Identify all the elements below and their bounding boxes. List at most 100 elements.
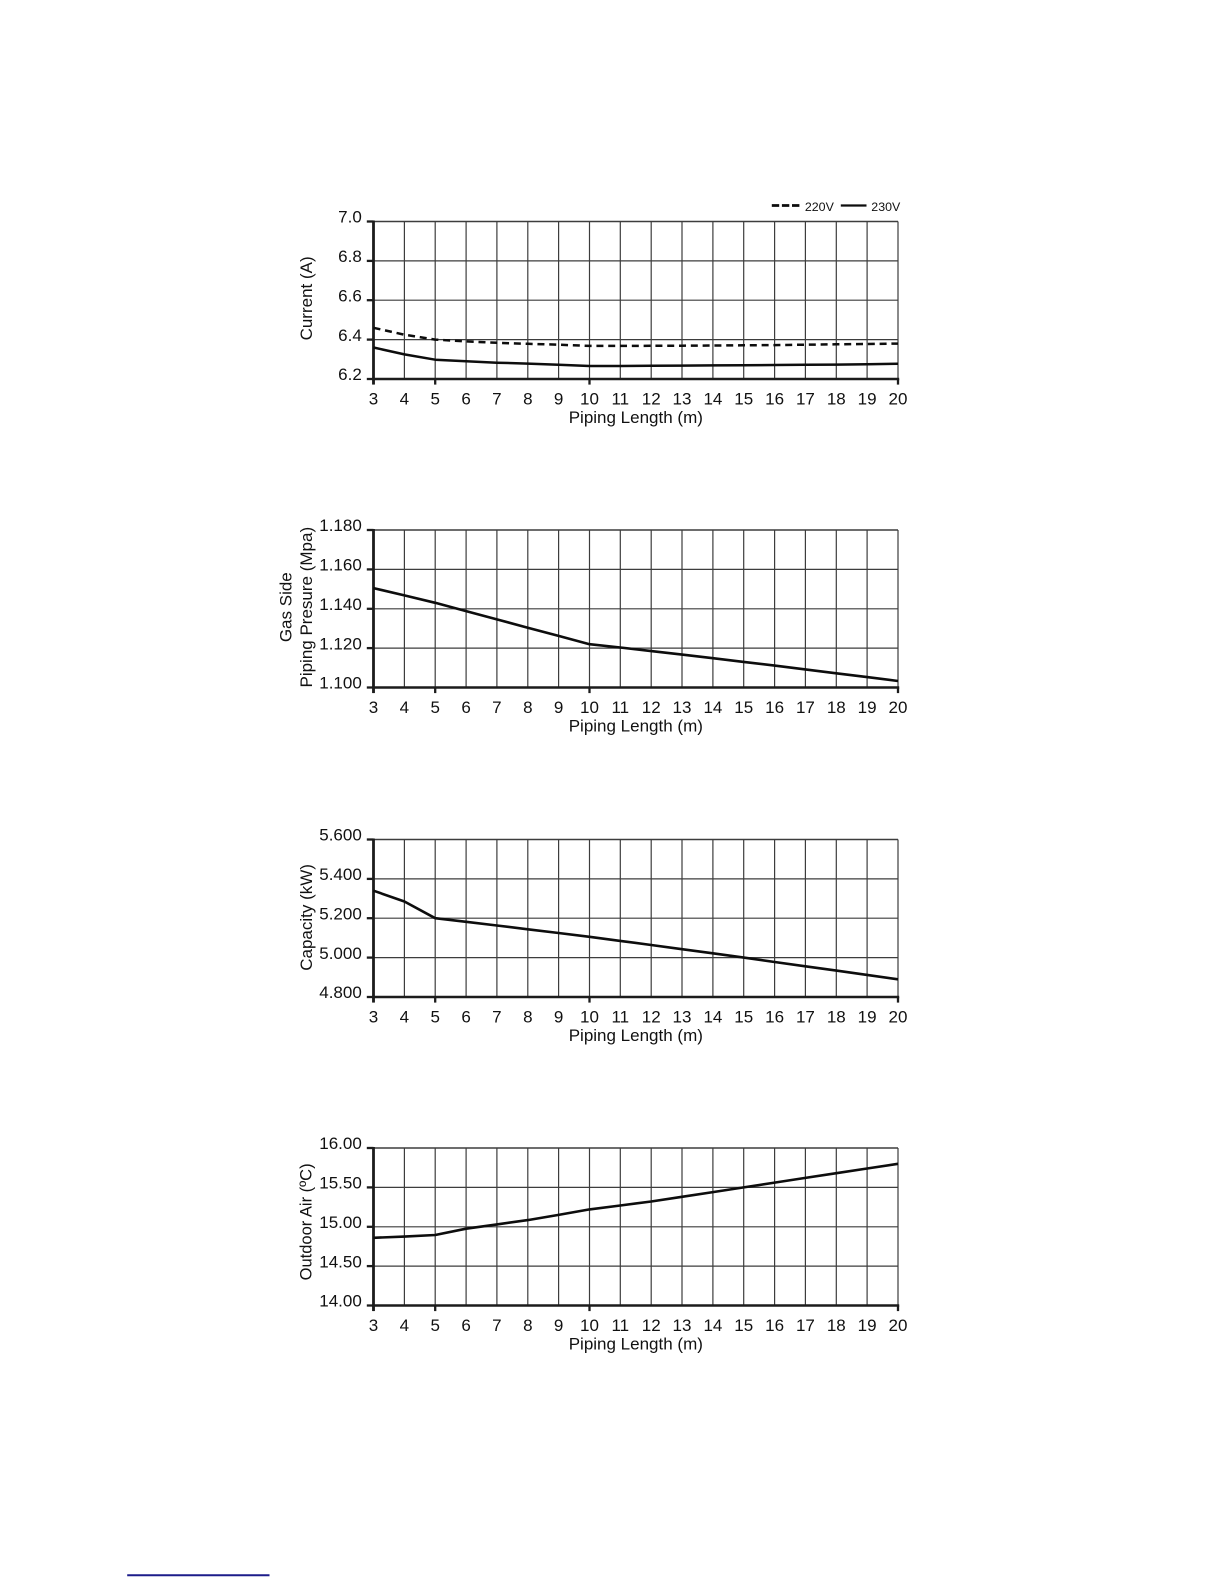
svg-text:4: 4 <box>400 1008 409 1027</box>
svg-text:15.50: 15.50 <box>319 1174 362 1193</box>
svg-text:3: 3 <box>369 390 378 409</box>
svg-text:1.160: 1.160 <box>319 556 362 575</box>
svg-text:12: 12 <box>642 390 661 409</box>
svg-text:17: 17 <box>796 1316 815 1335</box>
svg-text:6: 6 <box>461 1316 470 1335</box>
svg-text:10: 10 <box>580 390 599 409</box>
svg-text:7: 7 <box>492 390 501 409</box>
svg-text:15: 15 <box>734 390 753 409</box>
svg-text:5.400: 5.400 <box>319 865 362 884</box>
svg-text:6.8: 6.8 <box>338 247 362 266</box>
svg-text:6.4: 6.4 <box>338 326 362 345</box>
svg-text:14.00: 14.00 <box>319 1292 362 1311</box>
svg-text:4.800: 4.800 <box>319 983 362 1002</box>
svg-text:14.50: 14.50 <box>319 1252 362 1271</box>
svg-text:Piping Length (m): Piping Length (m) <box>569 408 703 427</box>
svg-text:Piping Length (m): Piping Length (m) <box>569 1026 703 1045</box>
svg-text:9: 9 <box>554 1008 563 1027</box>
svg-text:19: 19 <box>858 1316 877 1335</box>
svg-text:3: 3 <box>369 1008 378 1027</box>
svg-text:12: 12 <box>642 1008 661 1027</box>
svg-text:18: 18 <box>827 1008 846 1027</box>
svg-text:14: 14 <box>703 1008 722 1027</box>
svg-text:14: 14 <box>703 390 722 409</box>
svg-text:18: 18 <box>827 1316 846 1335</box>
svg-text:6: 6 <box>461 698 470 717</box>
svg-text:9: 9 <box>554 1316 563 1335</box>
svg-text:12: 12 <box>642 698 661 717</box>
svg-text:13: 13 <box>673 1316 692 1335</box>
svg-text:14: 14 <box>703 1316 722 1335</box>
svg-text:Capacity (kW): Capacity (kW) <box>297 864 316 971</box>
svg-text:19: 19 <box>858 1008 877 1027</box>
svg-text:8: 8 <box>523 390 532 409</box>
svg-text:7: 7 <box>492 698 501 717</box>
svg-text:1.100: 1.100 <box>319 674 362 693</box>
svg-text:11: 11 <box>611 1316 629 1335</box>
svg-text:5.600: 5.600 <box>319 826 362 845</box>
svg-text:16: 16 <box>765 1316 784 1335</box>
svg-text:20: 20 <box>889 698 908 717</box>
svg-text:17: 17 <box>796 390 815 409</box>
svg-text:16.00: 16.00 <box>319 1134 362 1153</box>
svg-text:Outdoor Air (ºC): Outdoor Air (ºC) <box>298 1163 316 1280</box>
svg-text:3: 3 <box>369 1316 378 1335</box>
svg-text:9: 9 <box>554 390 563 409</box>
svg-text:16: 16 <box>765 390 784 409</box>
svg-text:16: 16 <box>765 698 784 717</box>
svg-text:4: 4 <box>400 698 409 717</box>
svg-text:19: 19 <box>858 698 877 717</box>
svg-text:7: 7 <box>492 1008 501 1027</box>
svg-text:Piping Presure (Mpa): Piping Presure (Mpa) <box>297 527 316 688</box>
svg-text:19: 19 <box>858 390 877 409</box>
svg-text:5: 5 <box>430 698 439 717</box>
svg-text:5: 5 <box>430 1008 439 1027</box>
svg-text:8: 8 <box>523 698 532 717</box>
svg-text:20: 20 <box>889 1008 908 1027</box>
svg-text:11: 11 <box>611 390 629 409</box>
svg-text:5.000: 5.000 <box>319 944 362 963</box>
svg-text:1.180: 1.180 <box>319 516 362 535</box>
svg-text:7.0: 7.0 <box>338 208 362 227</box>
svg-text:11: 11 <box>611 1008 629 1027</box>
svg-text:17: 17 <box>796 1008 815 1027</box>
svg-text:16: 16 <box>765 1008 784 1027</box>
svg-text:5: 5 <box>430 390 439 409</box>
svg-text:6.6: 6.6 <box>338 286 362 305</box>
svg-text:15.00: 15.00 <box>319 1213 362 1232</box>
svg-text:Piping Length (m): Piping Length (m) <box>569 717 703 736</box>
svg-text:5: 5 <box>430 1316 439 1335</box>
svg-text:18: 18 <box>827 390 846 409</box>
svg-text:14: 14 <box>703 698 722 717</box>
svg-text:18: 18 <box>827 698 846 717</box>
svg-text:6: 6 <box>461 1008 470 1027</box>
svg-text:20: 20 <box>889 1316 908 1335</box>
svg-text:4: 4 <box>400 390 409 409</box>
svg-text:8: 8 <box>523 1008 532 1027</box>
svg-text:20: 20 <box>889 390 908 409</box>
svg-text:1.140: 1.140 <box>319 595 362 614</box>
svg-text:6.2: 6.2 <box>338 365 362 384</box>
svg-text:9: 9 <box>554 698 563 717</box>
svg-text:Gas Side: Gas Side <box>277 572 296 642</box>
svg-text:11: 11 <box>611 698 629 717</box>
svg-text:220V: 220V <box>805 200 835 214</box>
svg-text:Piping Length (m): Piping Length (m) <box>569 1335 703 1354</box>
svg-text:17: 17 <box>796 698 815 717</box>
svg-text:4: 4 <box>400 1316 409 1335</box>
svg-text:8: 8 <box>523 1316 532 1335</box>
svg-text:7: 7 <box>492 1316 501 1335</box>
svg-text:3: 3 <box>369 698 378 717</box>
svg-text:13: 13 <box>673 1008 692 1027</box>
svg-text:13: 13 <box>673 390 692 409</box>
svg-text:230V: 230V <box>871 200 901 214</box>
svg-text:1.120: 1.120 <box>319 634 362 653</box>
svg-text:10: 10 <box>580 1008 599 1027</box>
svg-text:12: 12 <box>642 1316 661 1335</box>
svg-text:5.200: 5.200 <box>319 905 362 924</box>
svg-text:10: 10 <box>580 1316 599 1335</box>
svg-text:15: 15 <box>734 698 753 717</box>
svg-text:15: 15 <box>734 1316 753 1335</box>
svg-text:6: 6 <box>461 390 470 409</box>
svg-text:10: 10 <box>580 698 599 717</box>
